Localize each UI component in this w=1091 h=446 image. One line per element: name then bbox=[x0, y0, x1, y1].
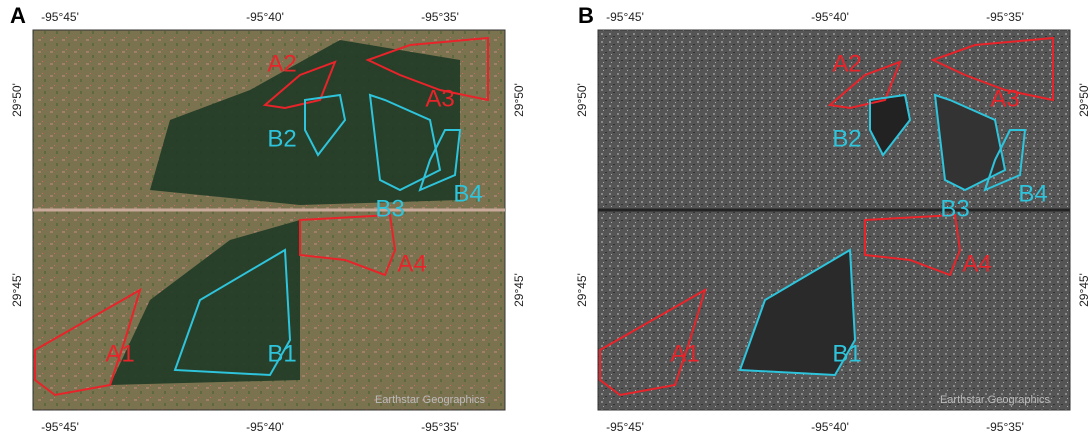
bottom-tick-label: -95°40' bbox=[246, 420, 284, 434]
bottom-tick-label: -95°40' bbox=[811, 420, 849, 434]
left-tick-label: 29°50' bbox=[575, 83, 589, 117]
right-tick-label: 29°50' bbox=[512, 83, 526, 117]
panel-label: A bbox=[10, 3, 26, 28]
attribution: Earthstar Geographics bbox=[375, 394, 486, 406]
region-label: B1 bbox=[832, 340, 861, 367]
region-label: B3 bbox=[940, 195, 969, 222]
map-panel: A1 A2 A3 A4 B1 B2 B3 B4 Earthstar Geographics A -9… bbox=[10, 3, 526, 434]
region-label: A1 bbox=[105, 340, 134, 367]
region-label: B3 bbox=[375, 195, 404, 222]
left-tick-label: 29°45' bbox=[10, 273, 24, 307]
top-tick-label: -95°35' bbox=[986, 10, 1024, 24]
panel-label: B bbox=[578, 3, 594, 28]
region-label: A2 bbox=[832, 50, 861, 77]
top-tick-label: -95°45' bbox=[41, 10, 79, 24]
region-label: A4 bbox=[962, 250, 991, 277]
region-label: B4 bbox=[453, 180, 482, 207]
top-tick-label: -95°40' bbox=[246, 10, 284, 24]
region-label: A3 bbox=[990, 85, 1019, 112]
attribution: Earthstar Geographics bbox=[940, 394, 1051, 406]
region-label: A4 bbox=[397, 250, 426, 277]
top-tick-label: -95°35' bbox=[421, 10, 459, 24]
figure: A1 A2 A3 A4 B1 B2 B3 B4 Earthstar Geographics A -9… bbox=[0, 0, 1091, 446]
right-tick-label: 29°45' bbox=[512, 273, 526, 307]
bottom-tick-label: -95°35' bbox=[986, 420, 1024, 434]
region-label: B1 bbox=[267, 340, 296, 367]
region-label: A2 bbox=[267, 50, 296, 77]
left-tick-label: 29°45' bbox=[575, 273, 589, 307]
bottom-tick-label: -95°45' bbox=[606, 420, 644, 434]
top-tick-label: -95°40' bbox=[811, 10, 849, 24]
region-label: B2 bbox=[267, 125, 296, 152]
region-label: A1 bbox=[670, 340, 699, 367]
region-label: B4 bbox=[1018, 180, 1047, 207]
map-panel: A1 A2 A3 A4 B1 B2 B3 B4 Earthstar Geographics B -9… bbox=[575, 3, 1091, 434]
bottom-tick-label: -95°45' bbox=[41, 420, 79, 434]
left-tick-label: 29°50' bbox=[10, 83, 24, 117]
region-label: A3 bbox=[425, 85, 454, 112]
bottom-tick-label: -95°35' bbox=[421, 420, 459, 434]
right-tick-label: 29°50' bbox=[1077, 83, 1091, 117]
top-tick-label: -95°45' bbox=[606, 10, 644, 24]
right-tick-label: 29°45' bbox=[1077, 273, 1091, 307]
region-label: B2 bbox=[832, 125, 861, 152]
